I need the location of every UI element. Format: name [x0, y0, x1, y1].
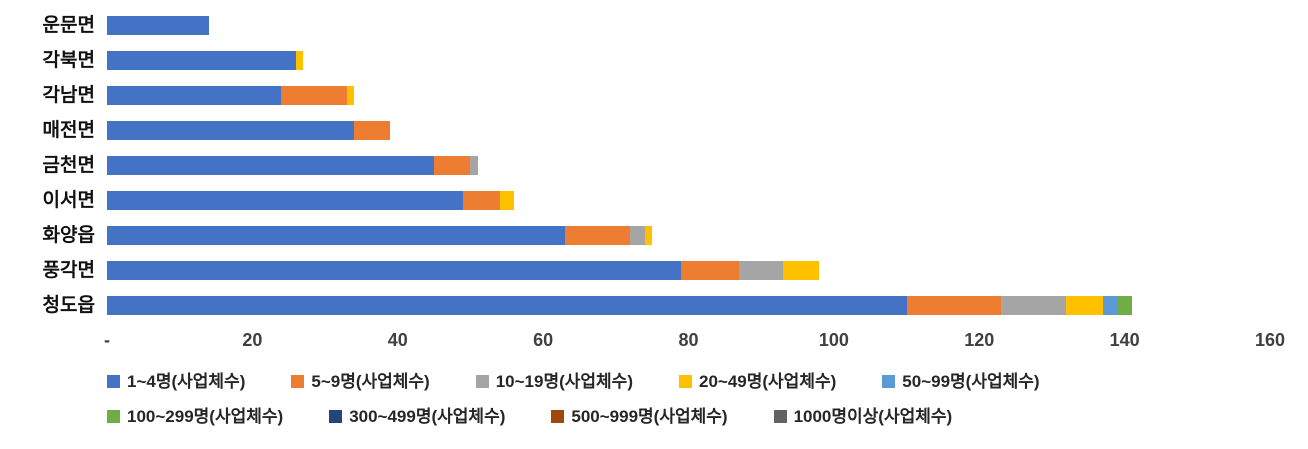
bar-segment [499, 191, 515, 210]
bar-segment [107, 86, 282, 105]
bar-track [107, 191, 1270, 210]
legend-swatch-icon [773, 410, 787, 423]
bar-segment [470, 156, 478, 175]
legend-label: 1~4명(사업체수) [127, 372, 246, 391]
y-axis-label: 화양읍 [42, 225, 95, 246]
chart-row: 운문면 [0, 8, 1308, 43]
bar-segment [107, 296, 907, 315]
legend-item: 50~99명(사업체수) [882, 372, 1040, 391]
bar-segment [1117, 296, 1132, 315]
bar-segment [346, 86, 355, 105]
bar-track [107, 156, 1270, 175]
bar-track [107, 121, 1270, 140]
legend-swatch-icon [679, 375, 692, 388]
legend-swatch-icon [475, 375, 489, 388]
legend-item: 300~499명(사업체수) [329, 408, 505, 425]
legend-item: 10~19명(사업체수) [475, 372, 633, 391]
legend-item: 1~4명(사업체수) [107, 373, 245, 390]
legend-label: 1000명이상(사업체수) [793, 407, 953, 426]
chart-row: 이서면 [0, 183, 1308, 218]
x-axis-tick-label: - [104, 330, 110, 350]
x-axis-tick-label: 40 [387, 330, 408, 350]
legend-label: 10~19명(사업체수) [495, 372, 633, 391]
x-axis-tick-label: 100 [818, 330, 849, 350]
legend-label: 300~499명(사업체수) [349, 407, 506, 426]
legend-swatch-icon [551, 410, 565, 423]
bar-segment [434, 156, 471, 175]
y-axis-label: 운문면 [42, 15, 95, 36]
legend-swatch-icon [107, 375, 120, 388]
bar-track [107, 51, 1270, 70]
legend-swatch-icon [291, 375, 305, 388]
x-axis: - 20 40 60 80 100 120 140 160 [104, 330, 1285, 359]
legend-swatch-icon [882, 375, 896, 388]
bar-segment [644, 226, 653, 245]
legend-label: 500~999명(사업체수) [571, 407, 728, 426]
chart-legend: 1~4명(사업체수) 5~9명(사업체수) 10~19명(사업체수) 20~49명(사… [107, 373, 1308, 425]
bar-segment [463, 191, 500, 210]
bar-segment [739, 261, 783, 280]
chart-row: 매전면 [0, 113, 1308, 148]
bar-segment [107, 191, 464, 210]
legend-label: 50~99명(사업체수) [902, 372, 1040, 391]
bar-segment [107, 16, 209, 35]
bar-track [107, 86, 1270, 105]
legend-label: 20~49명(사업체수) [699, 372, 837, 391]
y-axis-label: 청도읍 [42, 295, 95, 316]
bar-segment [564, 226, 631, 245]
bar-segment [906, 296, 1002, 315]
legend-item: 500~999명(사업체수) [551, 407, 728, 426]
chart-row: 각남면 [0, 78, 1308, 113]
bar-track [107, 226, 1270, 245]
x-axis-tick-label: 160 [1254, 330, 1286, 350]
chart-row: 금천면 [0, 148, 1308, 183]
bar-segment [107, 121, 355, 140]
chart-row: 풍각면 [0, 253, 1308, 288]
x-axis-tick-label: 80 [678, 330, 699, 350]
legend-label: 5~9명(사업체수) [311, 372, 430, 391]
chart-row: 각북면 [0, 43, 1308, 78]
chart-row: 화양읍 [0, 218, 1308, 253]
legend-swatch-icon [107, 410, 120, 423]
y-axis-label: 이서면 [42, 190, 95, 211]
bar-segment [281, 86, 347, 105]
legend-label: 100~299명(사업체수) [127, 407, 284, 426]
bar-segment [295, 51, 304, 70]
bar-segment [107, 51, 296, 70]
chart-row: 청도읍 [0, 288, 1308, 323]
y-axis-label: 풍각면 [42, 260, 95, 281]
bar-segment [681, 261, 740, 280]
bar-segment [107, 156, 435, 175]
y-axis-label: 각북면 [42, 50, 95, 71]
bar-segment [1102, 296, 1118, 315]
y-axis-label: 금천면 [42, 155, 95, 176]
legend-row: 100~299명(사업체수) 300~499명(사업체수) 500~999명(사업체… [107, 408, 1308, 425]
x-axis-tick-label: 140 [1109, 330, 1140, 350]
bar-segment [107, 261, 682, 280]
bar-track [107, 16, 1270, 35]
y-axis-label: 각남면 [42, 85, 95, 106]
x-axis-tick-label: 60 [533, 330, 554, 350]
legend-row: 1~4명(사업체수) 5~9명(사업체수) 10~19명(사업체수) 20~49명(사… [107, 373, 1308, 390]
bar-segment [1066, 296, 1103, 315]
bar-track [107, 296, 1270, 315]
legend-item: 20~49명(사업체수) [679, 373, 836, 390]
legend-item: 1000명이상(사업체수) [773, 407, 953, 426]
x-axis-tick-label: 120 [964, 330, 995, 350]
bar-segment [1001, 296, 1067, 315]
legend-item: 100~299명(사업체수) [107, 408, 283, 425]
legend-swatch-icon [329, 410, 343, 423]
legend-item: 5~9명(사업체수) [291, 372, 430, 391]
bar-segment [630, 226, 645, 245]
bar-segment [107, 226, 565, 245]
bar-track [107, 261, 1270, 280]
bar-segment [782, 261, 820, 280]
bar-segment [354, 121, 391, 140]
y-axis-label: 매전면 [42, 120, 95, 141]
x-axis-tick-label: 20 [242, 330, 263, 350]
